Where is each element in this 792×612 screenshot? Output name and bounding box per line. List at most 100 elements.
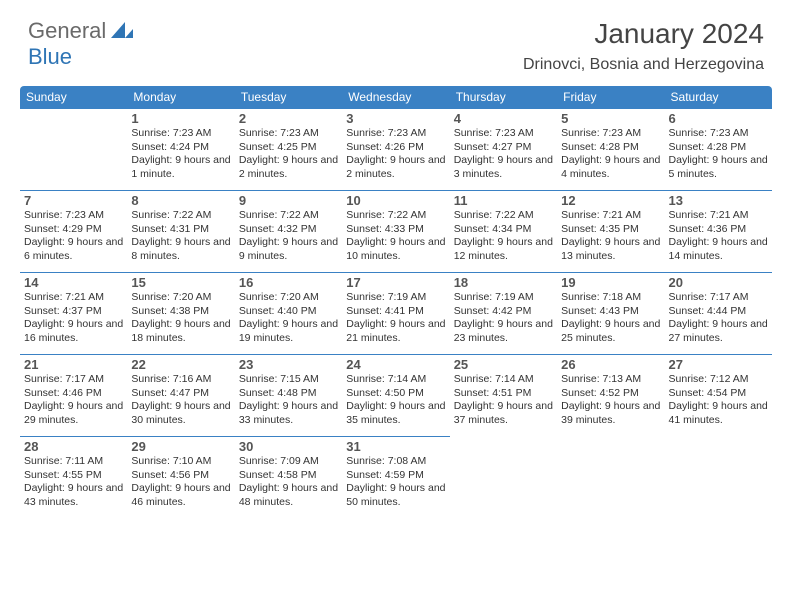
- calendar-day-cell: 17Sunrise: 7:19 AMSunset: 4:41 PMDayligh…: [342, 273, 449, 355]
- day-info: Sunrise: 7:23 AMSunset: 4:24 PMDaylight:…: [131, 127, 230, 182]
- calendar-head: SundayMondayTuesdayWednesdayThursdayFrid…: [20, 86, 772, 109]
- calendar-day-cell: 7Sunrise: 7:23 AMSunset: 4:29 PMDaylight…: [20, 191, 127, 273]
- day-info: Sunrise: 7:23 AMSunset: 4:29 PMDaylight:…: [24, 209, 123, 264]
- calendar-day-cell: 13Sunrise: 7:21 AMSunset: 4:36 PMDayligh…: [665, 191, 772, 273]
- day-number: 7: [24, 193, 123, 208]
- calendar-day-cell: 9Sunrise: 7:22 AMSunset: 4:32 PMDaylight…: [235, 191, 342, 273]
- day-number: 6: [669, 111, 768, 126]
- calendar-day-cell: 27Sunrise: 7:12 AMSunset: 4:54 PMDayligh…: [665, 355, 772, 437]
- calendar-day-cell: 23Sunrise: 7:15 AMSunset: 4:48 PMDayligh…: [235, 355, 342, 437]
- calendar-week-row: 1Sunrise: 7:23 AMSunset: 4:24 PMDaylight…: [20, 109, 772, 191]
- logo-blue: Blue: [28, 44, 72, 69]
- day-header: Friday: [557, 86, 664, 109]
- calendar-day-cell: 20Sunrise: 7:17 AMSunset: 4:44 PMDayligh…: [665, 273, 772, 355]
- calendar-day-cell: 11Sunrise: 7:22 AMSunset: 4:34 PMDayligh…: [450, 191, 557, 273]
- day-number: 27: [669, 357, 768, 372]
- calendar-day-cell: 16Sunrise: 7:20 AMSunset: 4:40 PMDayligh…: [235, 273, 342, 355]
- day-info: Sunrise: 7:09 AMSunset: 4:58 PMDaylight:…: [239, 455, 338, 510]
- calendar-day-cell: 8Sunrise: 7:22 AMSunset: 4:31 PMDaylight…: [127, 191, 234, 273]
- day-number: 16: [239, 275, 338, 290]
- title-block: January 2024 Drinovci, Bosnia and Herzeg…: [523, 18, 764, 74]
- day-number: 29: [131, 439, 230, 454]
- day-info: Sunrise: 7:22 AMSunset: 4:34 PMDaylight:…: [454, 209, 553, 264]
- day-info: Sunrise: 7:20 AMSunset: 4:38 PMDaylight:…: [131, 291, 230, 346]
- day-info: Sunrise: 7:23 AMSunset: 4:26 PMDaylight:…: [346, 127, 445, 182]
- day-info: Sunrise: 7:15 AMSunset: 4:48 PMDaylight:…: [239, 373, 338, 428]
- day-number: 11: [454, 193, 553, 208]
- day-number: 9: [239, 193, 338, 208]
- day-number: 18: [454, 275, 553, 290]
- logo-general: General: [28, 18, 106, 43]
- calendar-day-cell: 5Sunrise: 7:23 AMSunset: 4:28 PMDaylight…: [557, 109, 664, 191]
- day-number: 3: [346, 111, 445, 126]
- calendar-day-cell: 29Sunrise: 7:10 AMSunset: 4:56 PMDayligh…: [127, 437, 234, 519]
- logo: General Blue: [28, 18, 133, 70]
- day-number: 31: [346, 439, 445, 454]
- day-number: 13: [669, 193, 768, 208]
- day-number: 15: [131, 275, 230, 290]
- calendar-week-row: 28Sunrise: 7:11 AMSunset: 4:55 PMDayligh…: [20, 437, 772, 519]
- day-info: Sunrise: 7:23 AMSunset: 4:25 PMDaylight:…: [239, 127, 338, 182]
- calendar-day-cell: 1Sunrise: 7:23 AMSunset: 4:24 PMDaylight…: [127, 109, 234, 191]
- day-header: Wednesday: [342, 86, 449, 109]
- day-info: Sunrise: 7:12 AMSunset: 4:54 PMDaylight:…: [669, 373, 768, 428]
- day-header: Tuesday: [235, 86, 342, 109]
- day-info: Sunrise: 7:22 AMSunset: 4:31 PMDaylight:…: [131, 209, 230, 264]
- day-info: Sunrise: 7:18 AMSunset: 4:43 PMDaylight:…: [561, 291, 660, 346]
- calendar-table: SundayMondayTuesdayWednesdayThursdayFrid…: [20, 86, 772, 519]
- calendar-week-row: 7Sunrise: 7:23 AMSunset: 4:29 PMDaylight…: [20, 191, 772, 273]
- day-info: Sunrise: 7:21 AMSunset: 4:36 PMDaylight:…: [669, 209, 768, 264]
- day-number: 4: [454, 111, 553, 126]
- calendar-day-cell: 30Sunrise: 7:09 AMSunset: 4:58 PMDayligh…: [235, 437, 342, 519]
- day-info: Sunrise: 7:23 AMSunset: 4:28 PMDaylight:…: [561, 127, 660, 182]
- day-info: Sunrise: 7:22 AMSunset: 4:33 PMDaylight:…: [346, 209, 445, 264]
- day-info: Sunrise: 7:13 AMSunset: 4:52 PMDaylight:…: [561, 373, 660, 428]
- location: Drinovci, Bosnia and Herzegovina: [523, 56, 764, 74]
- day-number: 23: [239, 357, 338, 372]
- calendar-day-cell: 12Sunrise: 7:21 AMSunset: 4:35 PMDayligh…: [557, 191, 664, 273]
- calendar-body: 1Sunrise: 7:23 AMSunset: 4:24 PMDaylight…: [20, 109, 772, 519]
- logo-triangle-icon: [111, 22, 133, 38]
- calendar-day-cell: 31Sunrise: 7:08 AMSunset: 4:59 PMDayligh…: [342, 437, 449, 519]
- day-number: 17: [346, 275, 445, 290]
- day-info: Sunrise: 7:19 AMSunset: 4:41 PMDaylight:…: [346, 291, 445, 346]
- day-number: 8: [131, 193, 230, 208]
- calendar-day-cell: 19Sunrise: 7:18 AMSunset: 4:43 PMDayligh…: [557, 273, 664, 355]
- calendar-day-cell: 22Sunrise: 7:16 AMSunset: 4:47 PMDayligh…: [127, 355, 234, 437]
- calendar-day-cell: 2Sunrise: 7:23 AMSunset: 4:25 PMDaylight…: [235, 109, 342, 191]
- calendar-day-cell: 28Sunrise: 7:11 AMSunset: 4:55 PMDayligh…: [20, 437, 127, 519]
- calendar-day-cell: 6Sunrise: 7:23 AMSunset: 4:28 PMDaylight…: [665, 109, 772, 191]
- day-number: 28: [24, 439, 123, 454]
- header: General Blue January 2024 Drinovci, Bosn…: [0, 0, 792, 78]
- day-info: Sunrise: 7:21 AMSunset: 4:37 PMDaylight:…: [24, 291, 123, 346]
- day-header: Sunday: [20, 86, 127, 109]
- day-number: 26: [561, 357, 660, 372]
- day-number: 1: [131, 111, 230, 126]
- day-info: Sunrise: 7:14 AMSunset: 4:51 PMDaylight:…: [454, 373, 553, 428]
- day-info: Sunrise: 7:10 AMSunset: 4:56 PMDaylight:…: [131, 455, 230, 510]
- calendar-day-cell: 14Sunrise: 7:21 AMSunset: 4:37 PMDayligh…: [20, 273, 127, 355]
- day-info: Sunrise: 7:08 AMSunset: 4:59 PMDaylight:…: [346, 455, 445, 510]
- day-info: Sunrise: 7:11 AMSunset: 4:55 PMDaylight:…: [24, 455, 123, 510]
- day-info: Sunrise: 7:20 AMSunset: 4:40 PMDaylight:…: [239, 291, 338, 346]
- calendar-day-cell: [20, 109, 127, 191]
- day-header: Saturday: [665, 86, 772, 109]
- day-header: Monday: [127, 86, 234, 109]
- calendar-day-cell: 18Sunrise: 7:19 AMSunset: 4:42 PMDayligh…: [450, 273, 557, 355]
- day-number: 5: [561, 111, 660, 126]
- day-info: Sunrise: 7:23 AMSunset: 4:27 PMDaylight:…: [454, 127, 553, 182]
- calendar-day-cell: 3Sunrise: 7:23 AMSunset: 4:26 PMDaylight…: [342, 109, 449, 191]
- day-number: 20: [669, 275, 768, 290]
- day-number: 24: [346, 357, 445, 372]
- day-info: Sunrise: 7:14 AMSunset: 4:50 PMDaylight:…: [346, 373, 445, 428]
- calendar-day-cell: [450, 437, 557, 519]
- logo-text: General Blue: [28, 18, 133, 70]
- day-number: 30: [239, 439, 338, 454]
- day-info: Sunrise: 7:21 AMSunset: 4:35 PMDaylight:…: [561, 209, 660, 264]
- day-number: 21: [24, 357, 123, 372]
- calendar-day-cell: 26Sunrise: 7:13 AMSunset: 4:52 PMDayligh…: [557, 355, 664, 437]
- calendar-day-cell: 15Sunrise: 7:20 AMSunset: 4:38 PMDayligh…: [127, 273, 234, 355]
- day-number: 2: [239, 111, 338, 126]
- day-number: 10: [346, 193, 445, 208]
- day-info: Sunrise: 7:19 AMSunset: 4:42 PMDaylight:…: [454, 291, 553, 346]
